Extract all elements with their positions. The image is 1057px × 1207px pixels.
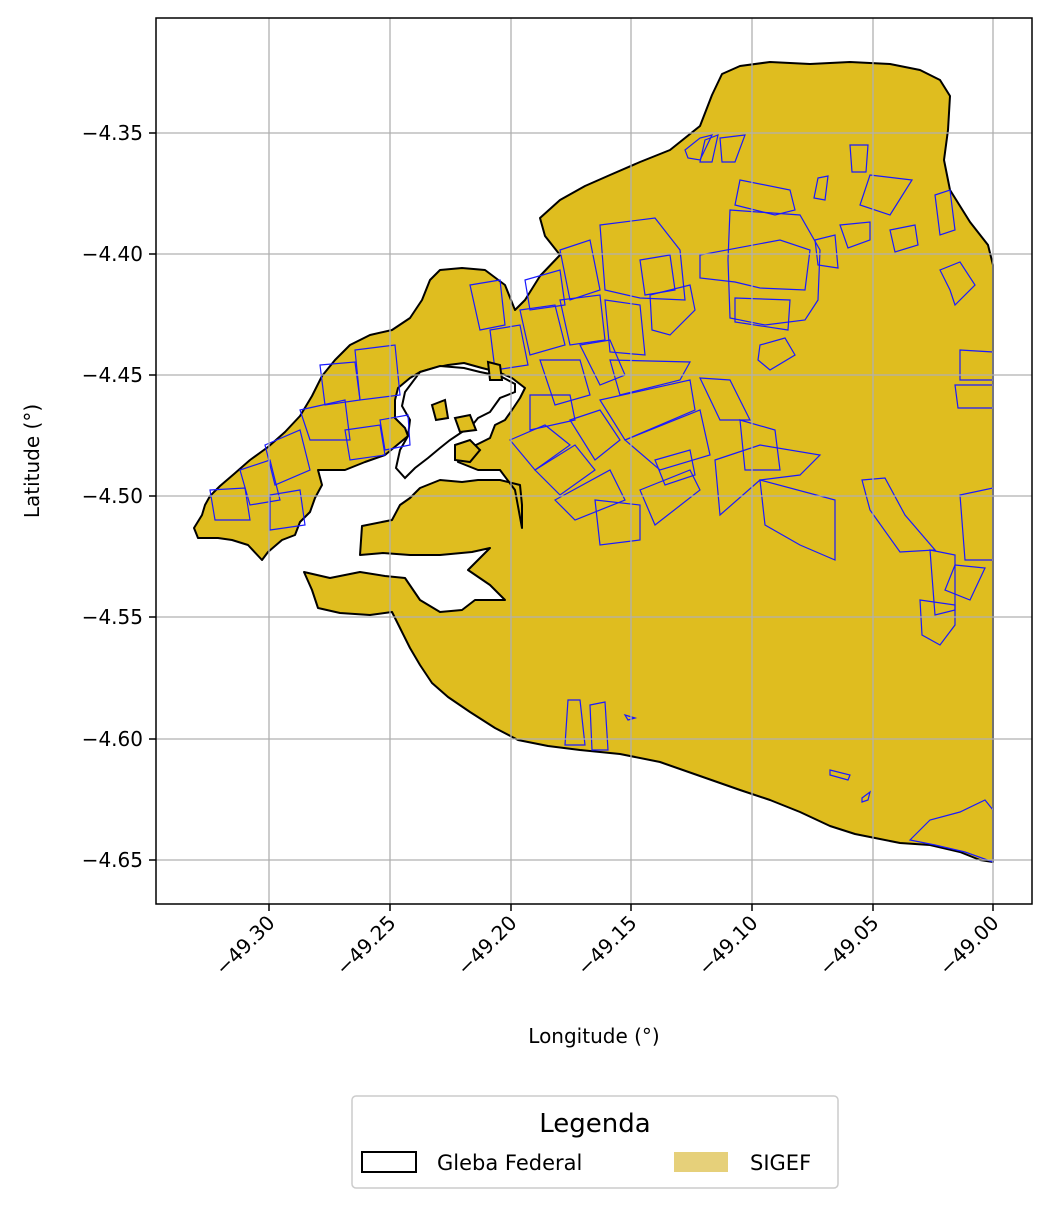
y-tick-label: −4.40	[82, 242, 143, 266]
y-tick-label: −4.60	[82, 727, 143, 751]
legend-swatch-sigef	[674, 1152, 728, 1172]
legend-label-sigef: SIGEF	[750, 1151, 811, 1175]
y-tick-label: −4.65	[82, 848, 143, 872]
legend-title: Legenda	[539, 1109, 650, 1139]
y-tick-label: −4.50	[82, 484, 143, 508]
x-tick-label: −49.25	[331, 911, 400, 980]
y-tick-label: −4.35	[82, 121, 143, 145]
x-axis-label: Longitude (°)	[528, 1024, 659, 1048]
y-tick-label: −4.55	[82, 605, 143, 629]
x-tick-label: −49.15	[572, 911, 641, 980]
x-tick-labels: −49.30 −49.25 −49.20 −49.15 −49.10 −49.0…	[210, 911, 1003, 980]
y-tick-labels: −4.35 −4.40 −4.45 −4.50 −4.55 −4.60 −4.6…	[82, 121, 143, 872]
x-tick-label: −49.30	[210, 911, 279, 980]
x-tick-label: −49.00	[934, 911, 1003, 980]
x-tick-label: −49.20	[452, 911, 521, 980]
x-tick-label: −49.10	[693, 911, 762, 980]
y-axis-label: Latitude (°)	[20, 404, 44, 518]
x-tick-label: −49.05	[814, 911, 883, 980]
legend: Legenda Gleba Federal SIGEF	[352, 1096, 838, 1188]
legend-label-gleba-federal: Gleba Federal	[437, 1151, 582, 1175]
y-tick-label: −4.45	[82, 363, 143, 387]
